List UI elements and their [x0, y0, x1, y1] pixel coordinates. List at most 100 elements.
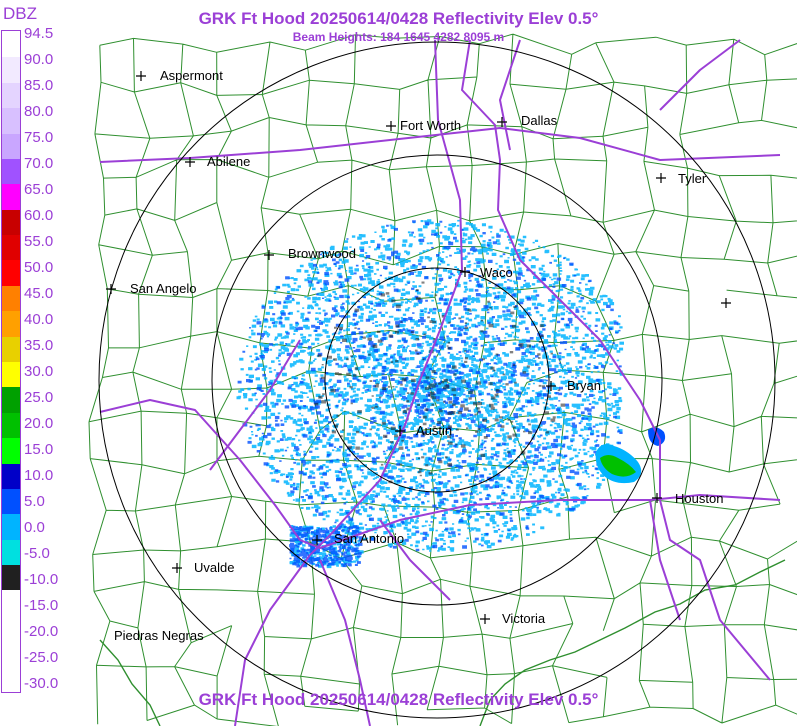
highway: [99, 127, 781, 163]
city-marker[interactable]: Brownwood: [264, 246, 356, 261]
legend-swatch: [2, 615, 20, 642]
city-label: Bryan: [567, 378, 601, 393]
plus-icon: [460, 267, 470, 277]
city-marker[interactable]: Houston: [652, 491, 723, 506]
legend-swatch: [2, 209, 20, 236]
legend-swatch: [2, 514, 20, 541]
city-label: San Angelo: [130, 281, 197, 296]
legend-label: -5.0: [24, 545, 50, 562]
highway: [649, 499, 681, 621]
city-marker[interactable]: Piedras Negras: [114, 628, 204, 643]
highway: [319, 559, 371, 726]
legend-label: 0.0: [24, 519, 45, 536]
legend-label: 20.0: [24, 415, 54, 432]
legend-label: 5.0: [24, 493, 45, 510]
color-legend: [1, 30, 21, 693]
plus-icon: [656, 173, 666, 183]
city-marker[interactable]: Austin: [395, 423, 452, 438]
plus-icon: [546, 381, 556, 391]
plus-icon: [185, 157, 195, 167]
legend-label: 40.0: [24, 311, 54, 328]
highway: [234, 554, 311, 726]
city-label: Abilene: [207, 154, 250, 169]
state-border: [99, 639, 161, 726]
city-label: Houston: [675, 491, 723, 506]
range-ring: [98, 41, 776, 719]
city-marker[interactable]: Aspermont: [136, 68, 223, 83]
highway: [499, 39, 521, 151]
legend-label: 80.0: [24, 103, 54, 120]
color-scale-bar: [2, 32, 22, 693]
city-label: Tyler: [678, 171, 707, 186]
legend-swatch: [2, 666, 20, 693]
plus-icon: [264, 250, 274, 260]
legend-swatch: [2, 108, 20, 135]
city-marker[interactable]: Abilene: [185, 154, 250, 169]
city-label: Aspermont: [160, 68, 223, 83]
legend-swatch: [2, 362, 20, 388]
legend-swatch: [2, 565, 20, 591]
plus-icon: [480, 614, 490, 624]
range-rings: [98, 41, 776, 719]
legend-label: 50.0: [24, 259, 54, 276]
storm-cell-core: [600, 455, 636, 477]
city-label: Brownwood: [288, 246, 356, 261]
radar-title: GRK Ft Hood 20250614/0428 Reflectivity E…: [198, 9, 599, 28]
legend-label: -10.0: [24, 571, 59, 588]
city-marker[interactable]: Dallas: [497, 113, 558, 128]
legend-swatch: [2, 590, 20, 617]
legend-label: 90.0: [24, 51, 54, 68]
range-ring: [324, 267, 550, 493]
legend-label: 30.0: [24, 363, 54, 380]
city-label: Waco: [480, 265, 513, 280]
city-label: Austin: [416, 423, 452, 438]
county-lines: [88, 33, 797, 726]
plus-icon: [172, 563, 182, 573]
city-marker[interactable]: San Antonio: [312, 531, 404, 546]
legend-label: 60.0: [24, 207, 54, 224]
legend-swatch: [2, 438, 20, 465]
legend-swatch: [2, 336, 20, 363]
legend-swatch: [2, 184, 20, 211]
legend-swatch: [2, 488, 20, 515]
legend-title: DBZ: [3, 4, 37, 23]
city-marker[interactable]: Uvalde: [172, 560, 234, 575]
city-marker[interactable]: Bryan: [546, 378, 601, 393]
city-label: Piedras Negras: [114, 628, 204, 643]
legend-swatch: [2, 285, 20, 312]
city-marker[interactable]: Victoria: [480, 611, 546, 626]
plus-icon: [106, 284, 116, 294]
city-marker[interactable]: Fort Worth: [386, 118, 461, 133]
city-marker[interactable]: Tyler: [656, 171, 707, 186]
legend-label: 75.0: [24, 129, 54, 146]
legend-label: 10.0: [24, 467, 54, 484]
city-label: Dallas: [521, 113, 558, 128]
city-marker[interactable]: [721, 298, 731, 308]
city-marker[interactable]: San Angelo: [106, 281, 197, 296]
plus-icon: [395, 426, 405, 436]
legend-label: 94.5: [24, 25, 54, 42]
legend-swatch: [2, 260, 20, 287]
legend-label: 25.0: [24, 389, 54, 406]
legend-swatch: [2, 133, 20, 160]
legend-swatch: [2, 412, 20, 439]
city-label: Uvalde: [194, 560, 234, 575]
legend-swatch: [2, 463, 20, 490]
radar-site: [435, 377, 441, 383]
reflectivity-echoes: [236, 219, 666, 569]
legend-label: 55.0: [24, 233, 54, 250]
legend-label: -20.0: [24, 623, 59, 640]
legend-swatch: [2, 158, 20, 185]
highway: [659, 39, 741, 111]
coastline: [479, 559, 786, 726]
city-marker[interactable]: Waco: [460, 265, 513, 280]
legend-label: 70.0: [24, 155, 54, 172]
highway: [461, 39, 771, 681]
beam-heights: Beam Heights: 184 1645 4282 8095 m: [292, 30, 505, 44]
legend-label: -30.0: [24, 675, 59, 692]
legend-label: 45.0: [24, 285, 54, 302]
legend-label: -25.0: [24, 649, 59, 666]
highway: [379, 519, 451, 601]
